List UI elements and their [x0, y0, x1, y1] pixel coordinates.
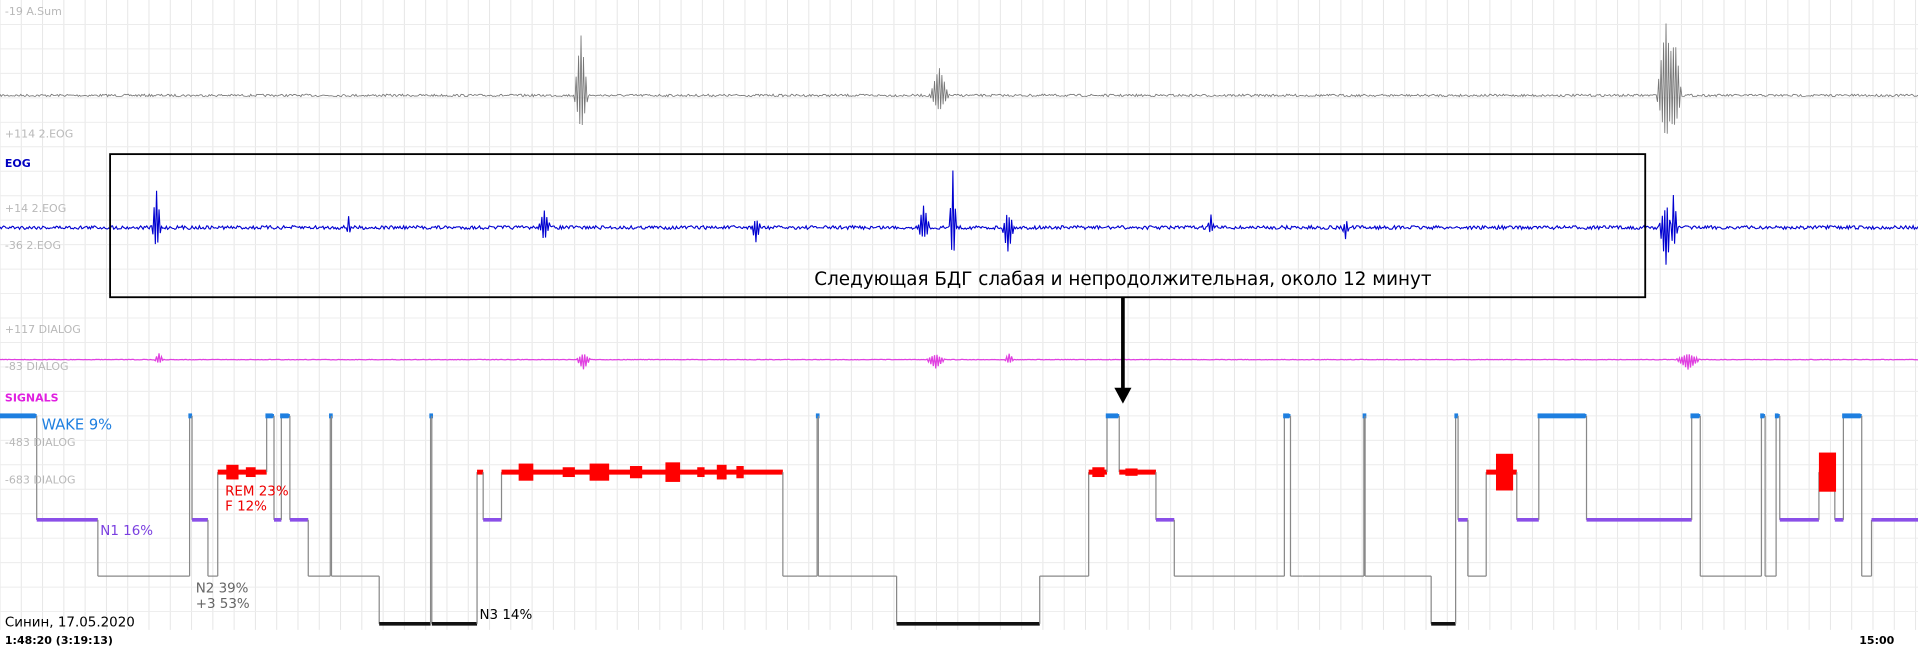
channel-name: SIGNALS	[5, 392, 59, 405]
rem-burst	[1092, 467, 1105, 478]
wake-marker	[1842, 413, 1861, 419]
annotation-box	[109, 153, 1647, 299]
stage-label: N2 39%	[196, 581, 249, 596]
wake-marker	[1105, 413, 1119, 419]
channel-label: -83 DIALOG	[5, 360, 69, 373]
wake-marker	[1760, 413, 1764, 419]
wake-marker	[1454, 413, 1459, 419]
wake-marker	[1774, 413, 1779, 419]
rem-burst	[736, 466, 744, 479]
rem-burst	[629, 466, 643, 479]
rem-burst	[589, 463, 610, 481]
wake-marker	[280, 413, 289, 419]
grid	[0, 0, 1918, 630]
wake-marker	[265, 413, 273, 419]
waveform	[0, 170, 1918, 265]
channel-name: EOG	[5, 157, 31, 170]
rem-burst	[518, 463, 534, 481]
stage-label: +3 53%	[196, 597, 250, 612]
wake-marker	[188, 413, 193, 419]
channel-label: -36 2.EOG	[5, 239, 61, 252]
wake-marker	[1283, 413, 1290, 419]
wake-marker	[1537, 413, 1586, 419]
annotation-text: Следующая БДГ слабая и непродолжительная…	[814, 269, 1432, 290]
stage-label: N3 14%	[480, 608, 533, 623]
stage-label: WAKE 9%	[42, 417, 113, 434]
waveform	[0, 23, 1918, 134]
hypnogram	[0, 413, 1918, 626]
rem-burst	[1125, 468, 1138, 476]
channel-label: +117 DIALOG	[5, 323, 81, 336]
annotation-arrowhead	[1114, 387, 1132, 404]
channel-label: -683 DIALOG	[5, 474, 76, 487]
rem-burst	[665, 462, 681, 482]
stage-label: REM 23%	[225, 485, 289, 500]
time-label: 15:00	[1859, 634, 1894, 647]
stage-label: N1 16%	[100, 524, 153, 539]
rem-burst	[1495, 453, 1514, 491]
rem-burst	[716, 464, 727, 480]
time-label: 1:48:20 (3:19:13)	[5, 634, 113, 647]
channel-label: +14 2.EOG	[5, 202, 66, 215]
waveform	[0, 353, 1918, 370]
channel-label: -19 A.Sum	[5, 5, 62, 18]
stage-label: F 12%	[225, 499, 267, 514]
wake-marker	[0, 413, 36, 419]
rem-burst	[1818, 452, 1837, 492]
wake-marker	[1690, 413, 1700, 419]
channel-label: -483 DIALOG	[5, 436, 76, 449]
waveforms	[0, 23, 1918, 370]
rem-burst	[697, 467, 705, 478]
rem-burst	[245, 467, 256, 478]
rem-burst	[226, 464, 239, 480]
patient-label: Синин, 17.05.2020	[5, 616, 135, 631]
channel-label: +114 2.EOG	[5, 128, 73, 141]
rem-burst	[562, 467, 575, 478]
